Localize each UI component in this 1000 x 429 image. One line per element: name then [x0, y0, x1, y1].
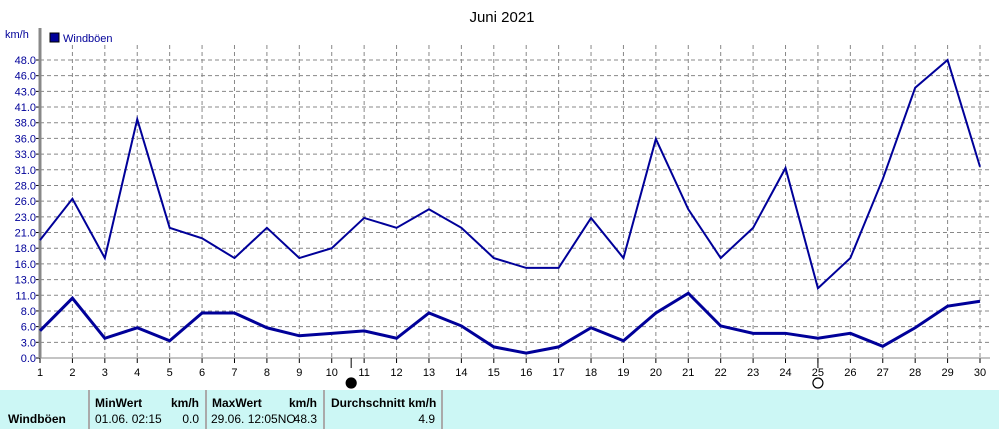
chart-title: Juni 2021: [469, 9, 534, 26]
y-tick-label: 41.0: [15, 102, 36, 114]
max-unit: km/h: [288, 396, 317, 410]
x-tick-label: 1: [37, 367, 43, 379]
x-tick-label: 11: [358, 367, 369, 379]
x-tick-label: 25: [812, 367, 824, 379]
x-tick-label: 3: [102, 367, 108, 379]
x-tick-label: 7: [231, 367, 237, 379]
y-tick-label: 46.0: [15, 71, 36, 83]
y-tick-label: 8.0: [21, 306, 36, 318]
y-tick-label: 18.0: [15, 243, 36, 255]
y-tick-label: 0.0: [21, 353, 36, 365]
x-tick-label: 26: [844, 367, 856, 379]
x-tick-label: 13: [423, 367, 435, 379]
y-tick-label: 28.0: [15, 180, 36, 192]
max-header: MaxWert: [212, 396, 262, 410]
y-tick-label: 48.0: [15, 55, 36, 67]
x-tick-label: 16: [520, 367, 532, 379]
x-tick-label: 21: [682, 367, 694, 379]
min-header: MinWert: [95, 396, 143, 410]
y-tick-label: 21.0: [15, 228, 36, 240]
min-unit: km/h: [170, 396, 199, 410]
x-tick-label: 28: [909, 367, 921, 379]
y-tick-label: 3.0: [21, 337, 36, 349]
x-tick-label: 18: [585, 367, 597, 379]
legend-label: Windböen: [63, 33, 113, 45]
x-tick-label: 14: [455, 367, 467, 379]
series-label: Windböen: [8, 412, 66, 426]
avg-header: Durchschnitt km/h: [331, 396, 437, 410]
x-tick-label: 23: [747, 367, 759, 379]
x-tick-label: 5: [167, 367, 173, 379]
x-tick-label: 12: [390, 367, 402, 379]
x-tick-label: 20: [650, 367, 662, 379]
min-time: 01.06. 02:15: [95, 412, 162, 426]
y-tick-label: 43.0: [15, 86, 36, 98]
stats-table: Windböen MinWert km/h 01.06. 02:15 0.0 M…: [0, 390, 999, 429]
x-tick-label: 17: [552, 367, 564, 379]
x-tick-label: 19: [617, 367, 629, 379]
x-tick-label: 27: [877, 367, 889, 379]
series-line-2: [38, 291, 981, 355]
x-tick-label: 30: [974, 367, 986, 379]
legend-swatch: [49, 32, 60, 43]
y-tick-label: 13.0: [15, 275, 36, 287]
max-time: 29.06. 12:05NO: [211, 412, 296, 426]
x-tick-label: 8: [264, 367, 270, 379]
y-tick-label: 36.0: [15, 133, 36, 145]
x-tick-label: 6: [199, 367, 205, 379]
x-tick-label: 2: [69, 367, 75, 379]
y-tick-label: 26.0: [15, 196, 36, 208]
y-tick-label: 6.0: [21, 322, 36, 334]
series-line-1: [39, 58, 981, 291]
y-tick-label: 16.0: [15, 259, 36, 271]
min-value: 0.0: [182, 412, 199, 426]
x-tick-label: 9: [296, 367, 302, 379]
y-tick-label: 11.0: [15, 290, 36, 302]
x-tick-label: 29: [941, 367, 953, 379]
y-axis-unit: km/h: [5, 29, 29, 41]
y-tick-label: 23.0: [15, 212, 36, 224]
y-tick-label: 31.0: [15, 165, 36, 177]
y-tick-label: 38.0: [15, 118, 36, 130]
x-tick-label: 22: [715, 367, 727, 379]
x-tick-label: 24: [779, 367, 791, 379]
avg-value: 4.9: [418, 412, 435, 426]
x-tick-label: 10: [326, 367, 338, 379]
moon-filled-icon: [345, 377, 357, 389]
x-tick-label: 15: [488, 367, 500, 379]
x-tick-label: 4: [134, 367, 140, 379]
wind-chart: Juni 2021 km/h Windböen 0.0 3.0 6.0 8.0 11.0…: [5, 9, 990, 389]
moon-outline-icon: [812, 377, 824, 389]
y-tick-label: 33.0: [15, 149, 36, 161]
max-value: 48.3: [293, 412, 317, 426]
